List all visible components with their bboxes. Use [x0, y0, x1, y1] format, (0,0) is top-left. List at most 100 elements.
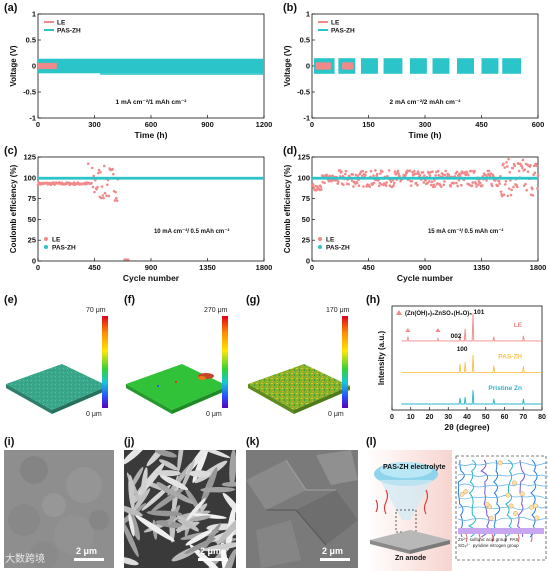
- ce-point-le-d: [499, 190, 503, 193]
- ce-point-le-d: [523, 168, 527, 171]
- zn-ion-icon: [488, 515, 494, 521]
- ce-point-le-c: [123, 258, 130, 261]
- zn-ion-icon: [505, 492, 511, 498]
- voltage-band-le-a: [38, 62, 57, 70]
- ce-point-le-d: [456, 184, 459, 188]
- schematic-l: [366, 450, 548, 571]
- y-axis-label-a: Voltage (V): [9, 45, 18, 87]
- ce-point-le-d: [536, 187, 539, 190]
- x-axis-label-d: Cycle number: [397, 273, 454, 283]
- ce-point-le-d: [496, 184, 500, 187]
- pas-chain: [457, 483, 548, 488]
- legend-label-le-c: LE: [52, 237, 61, 244]
- ce-point-le-c: [96, 185, 99, 189]
- ce-point-le-d: [332, 178, 336, 182]
- ce-point-le-d: [489, 172, 493, 175]
- ce-point-le-c: [103, 191, 107, 195]
- peak-label-101: 101: [474, 309, 485, 316]
- ce-point-le-d: [381, 170, 384, 173]
- ce-point-le-c: [102, 196, 105, 200]
- sem-flake: [185, 529, 213, 546]
- x-tick-label-a: 900: [201, 120, 214, 129]
- voltage-band-le-b: [315, 62, 331, 70]
- flux-arrow: [478, 533, 481, 543]
- zn-ion-icon: [512, 510, 518, 516]
- sem-flake: [146, 510, 183, 517]
- x-tick-label-h: 30: [444, 414, 452, 421]
- sem-flake: [184, 537, 216, 555]
- ce-point-le-d: [433, 179, 436, 182]
- sem-flake: [163, 487, 194, 504]
- ce-point-le-c: [113, 199, 117, 202]
- sem-flake: [124, 450, 149, 465]
- ce-point-le-d: [470, 184, 474, 187]
- ce-point-le-c: [106, 183, 109, 187]
- x-tick-label-b: 450: [475, 120, 488, 129]
- sem-flake: [141, 484, 171, 511]
- x-tick-label-b: 600: [532, 120, 545, 129]
- ce-point-le-d: [413, 169, 416, 173]
- electrolyte-label: PAS-ZH electrolyte: [383, 464, 446, 471]
- sem-flake: [128, 513, 135, 537]
- voltage-band-pas-zh-b: [360, 58, 378, 74]
- ce-point-le-d: [521, 166, 524, 170]
- ce-point-le-d: [413, 172, 417, 176]
- ce-point-le-d: [503, 166, 507, 169]
- ce-point-le-d: [447, 173, 451, 177]
- panel-label-g: (g): [246, 294, 261, 306]
- sem-flake: [133, 488, 151, 512]
- ce-point-le-d: [469, 169, 473, 173]
- ce-point-le-d: [502, 193, 506, 196]
- ce-point-le-c: [112, 172, 115, 176]
- ce-point-le-d: [509, 179, 512, 182]
- ce-point-le-d: [455, 181, 458, 185]
- ce-point-le-d: [388, 184, 392, 188]
- ce-point-le-d: [507, 187, 511, 190]
- legend-zn: Zn²⁺: [458, 537, 468, 542]
- pas-chain: [504, 459, 513, 538]
- ce-point-le-d: [377, 184, 381, 188]
- x-tick-label-c: 450: [88, 263, 101, 272]
- x-tick-label-a: 300: [88, 120, 101, 129]
- ce-point-le-c: [101, 194, 105, 197]
- ce-point-le-d: [311, 183, 315, 186]
- sem-flake: [203, 542, 236, 552]
- ce-point-le-d: [372, 181, 376, 185]
- ce-point-le-d: [431, 170, 434, 173]
- y-tick-label-d: 100: [297, 173, 310, 182]
- x-tick-label-b: 300: [419, 120, 432, 129]
- ce-point-le-d: [368, 185, 372, 189]
- ce-chart-d: 0 450 900 1350 1800 0 25 50 75 100 125 Cycle number…: [283, 153, 546, 284]
- x-tick-label-a: 1200: [256, 120, 273, 129]
- ce-point-le-d: [393, 170, 397, 173]
- colorbar-min-g: 0 μm: [328, 411, 344, 418]
- ce-point-le-d: [504, 183, 507, 186]
- panel-label-a: (a): [4, 2, 18, 14]
- x-tick-label-b: 150: [362, 120, 375, 129]
- ce-point-le-d: [515, 185, 519, 189]
- x-axis-label-h: 2θ (degree): [444, 422, 489, 432]
- x-tick-label-h: 10: [407, 414, 415, 421]
- ce-point-le-d: [449, 184, 453, 188]
- ce-point-le-d: [512, 185, 515, 189]
- ce-point-le-d: [471, 181, 475, 184]
- xrd-series-label: LE: [514, 322, 523, 329]
- sem-image-i: [4, 450, 114, 568]
- scale-bar-i: [74, 558, 104, 561]
- ce-point-le-d: [465, 171, 469, 174]
- voltage-band-pas-zh-b: [383, 58, 403, 74]
- x-tick-label-h: 50: [482, 414, 490, 421]
- ce-point-le-d: [415, 172, 419, 175]
- ce-point-le-d: [437, 174, 441, 177]
- ce-point-le-d: [331, 174, 335, 178]
- ce-point-le-d: [474, 182, 478, 185]
- zn-ion-icon: [508, 503, 514, 509]
- panel-label-d: (d): [283, 145, 298, 157]
- legend-pyridine: pyridine nitrogen group: [472, 542, 519, 548]
- colorbar-e: [102, 316, 108, 408]
- voltage-band-pas-zh-b: [457, 58, 474, 74]
- ce-point-le-d: [372, 174, 375, 178]
- legend-triangle-h: [396, 310, 402, 315]
- x-tick-label-h: 20: [426, 414, 434, 421]
- legend-label-h: (Zn(OH)₂)₃ZnSO₄(H₂O)₅: [405, 311, 472, 317]
